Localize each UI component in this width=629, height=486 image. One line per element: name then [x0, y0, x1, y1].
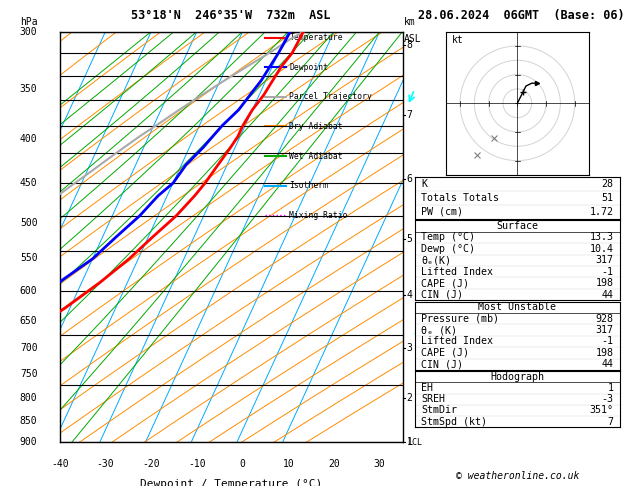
Text: 5: 5	[407, 234, 413, 243]
Text: 0: 0	[240, 459, 245, 469]
Text: K: K	[421, 179, 427, 189]
Text: Dewpoint: Dewpoint	[289, 63, 328, 72]
Text: -30: -30	[97, 459, 114, 469]
Text: 1: 1	[608, 383, 613, 393]
Text: PW (cm): PW (cm)	[421, 207, 464, 217]
Text: CAPE (J): CAPE (J)	[421, 278, 469, 288]
Text: 1.72: 1.72	[589, 207, 613, 217]
Text: 28: 28	[601, 179, 613, 189]
Text: 53°18'N  246°35'W  732m  ASL: 53°18'N 246°35'W 732m ASL	[131, 9, 331, 22]
Text: Isotherm: Isotherm	[289, 181, 328, 190]
Text: 6: 6	[407, 174, 413, 184]
Text: Mixing Ratio: Mixing Ratio	[289, 210, 348, 220]
Text: 4: 4	[407, 290, 413, 300]
Text: 800: 800	[20, 393, 38, 403]
Text: LCL: LCL	[407, 438, 421, 447]
Text: km: km	[404, 17, 416, 28]
Text: © weatheronline.co.uk: © weatheronline.co.uk	[455, 471, 579, 481]
Text: Temperature: Temperature	[289, 33, 343, 42]
Text: Lifted Index: Lifted Index	[421, 336, 493, 347]
Text: 300: 300	[20, 27, 38, 36]
Text: Surface: Surface	[496, 221, 538, 231]
Text: θₑ (K): θₑ (K)	[421, 325, 457, 335]
Text: 13.3: 13.3	[589, 232, 613, 243]
Text: Wet Adiabat: Wet Adiabat	[289, 152, 343, 160]
Text: 500: 500	[20, 218, 38, 227]
Text: StmDir: StmDir	[421, 405, 457, 416]
Text: 7: 7	[608, 417, 613, 427]
Text: 351°: 351°	[589, 405, 613, 416]
Text: Pressure (mb): Pressure (mb)	[421, 314, 499, 324]
Text: EH: EH	[421, 383, 433, 393]
Text: 2: 2	[407, 393, 413, 403]
Text: kt: kt	[452, 35, 463, 45]
Text: 198: 198	[596, 348, 613, 358]
Text: 1: 1	[407, 437, 413, 447]
Text: CAPE (J): CAPE (J)	[421, 348, 469, 358]
Text: 900: 900	[20, 437, 38, 447]
Text: ASL: ASL	[404, 34, 422, 44]
Text: -1: -1	[601, 336, 613, 347]
Text: 30: 30	[374, 459, 386, 469]
Text: 28.06.2024  06GMT  (Base: 06): 28.06.2024 06GMT (Base: 06)	[418, 9, 625, 22]
Text: hPa: hPa	[20, 17, 38, 28]
Text: θₑ(K): θₑ(K)	[421, 255, 451, 265]
Text: 750: 750	[20, 369, 38, 379]
Text: 44: 44	[601, 359, 613, 369]
Text: 8: 8	[407, 40, 413, 50]
Text: 44: 44	[601, 290, 613, 300]
Text: 3: 3	[407, 343, 413, 353]
Text: 928: 928	[596, 314, 613, 324]
Text: 20: 20	[328, 459, 340, 469]
Text: Totals Totals: Totals Totals	[421, 193, 499, 203]
Text: 51: 51	[601, 193, 613, 203]
Text: SREH: SREH	[421, 394, 445, 404]
Text: -3: -3	[601, 394, 613, 404]
Text: Dewpoint / Temperature (°C): Dewpoint / Temperature (°C)	[140, 479, 322, 486]
Text: 317: 317	[596, 325, 613, 335]
Text: CIN (J): CIN (J)	[421, 359, 464, 369]
Text: 850: 850	[20, 416, 38, 426]
Text: 400: 400	[20, 134, 38, 144]
Text: 600: 600	[20, 286, 38, 295]
Text: Parcel Trajectory: Parcel Trajectory	[289, 92, 372, 102]
Text: Most Unstable: Most Unstable	[478, 302, 557, 312]
Text: 550: 550	[20, 253, 38, 263]
Text: 450: 450	[20, 178, 38, 188]
Text: 317: 317	[596, 255, 613, 265]
Text: 350: 350	[20, 84, 38, 94]
Text: 7: 7	[407, 110, 413, 120]
Text: Dry Adiabat: Dry Adiabat	[289, 122, 343, 131]
Text: -40: -40	[51, 459, 69, 469]
Text: Dewp (°C): Dewp (°C)	[421, 244, 476, 254]
Text: 700: 700	[20, 343, 38, 353]
Text: -10: -10	[188, 459, 206, 469]
Text: -20: -20	[142, 459, 160, 469]
Text: 198: 198	[596, 278, 613, 288]
Text: Temp (°C): Temp (°C)	[421, 232, 476, 243]
Text: Mixing Ratio (g/kg): Mixing Ratio (g/kg)	[424, 186, 433, 288]
Text: Hodograph: Hodograph	[491, 372, 544, 382]
Text: 10: 10	[282, 459, 294, 469]
Text: -1: -1	[601, 267, 613, 277]
Text: CIN (J): CIN (J)	[421, 290, 464, 300]
Text: StmSpd (kt): StmSpd (kt)	[421, 417, 487, 427]
Text: 10.4: 10.4	[589, 244, 613, 254]
Text: 650: 650	[20, 315, 38, 326]
Text: Lifted Index: Lifted Index	[421, 267, 493, 277]
